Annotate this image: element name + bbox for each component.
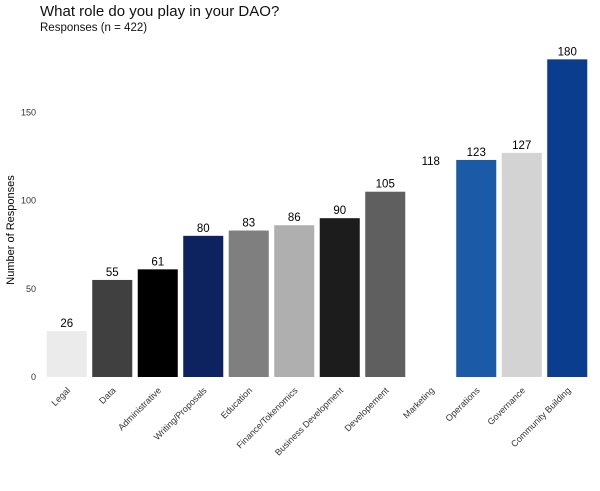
bar <box>46 331 87 377</box>
bar <box>92 279 133 377</box>
x-tick-label: Education <box>219 385 254 420</box>
data-label: 26 <box>60 318 73 330</box>
y-tick-label: 100 <box>21 196 36 206</box>
y-tick-label: 150 <box>21 107 36 117</box>
data-label: 55 <box>106 267 119 279</box>
y-tick-label: 50 <box>26 284 36 294</box>
x-tick-label: Developement <box>343 385 391 433</box>
bar <box>228 230 269 377</box>
data-label: 80 <box>197 223 210 235</box>
x-tick-label: Operations <box>443 385 482 424</box>
bar <box>365 191 406 377</box>
data-label: 86 <box>288 212 301 224</box>
data-label: 118 <box>422 156 440 168</box>
data-label: 83 <box>242 218 255 230</box>
data-label: 61 <box>151 256 164 268</box>
x-tick-label: Legal <box>50 385 73 408</box>
bar <box>501 152 542 377</box>
chart-title: What role do you play in your DAO? <box>40 3 280 20</box>
bar <box>547 59 588 378</box>
data-label: 127 <box>512 140 531 152</box>
x-tick-label: Administrative <box>116 385 163 432</box>
data-label: 105 <box>376 179 395 191</box>
bar <box>410 168 451 377</box>
bar <box>274 225 315 377</box>
y-axis-label: Number of Responses <box>5 175 17 285</box>
y-tick-label: 0 <box>31 372 36 382</box>
data-label: 180 <box>558 46 577 58</box>
bar <box>137 269 178 377</box>
chart-subtitle: Responses (n = 422) <box>40 22 148 34</box>
x-tick-label: Governance <box>485 385 527 427</box>
bar <box>183 235 224 377</box>
data-label: 123 <box>467 147 486 159</box>
bar <box>319 218 360 377</box>
bar <box>456 159 497 377</box>
data-label: 90 <box>333 205 346 217</box>
x-tick-label: Marketing <box>401 385 436 420</box>
x-tick-label: Data <box>97 385 118 406</box>
